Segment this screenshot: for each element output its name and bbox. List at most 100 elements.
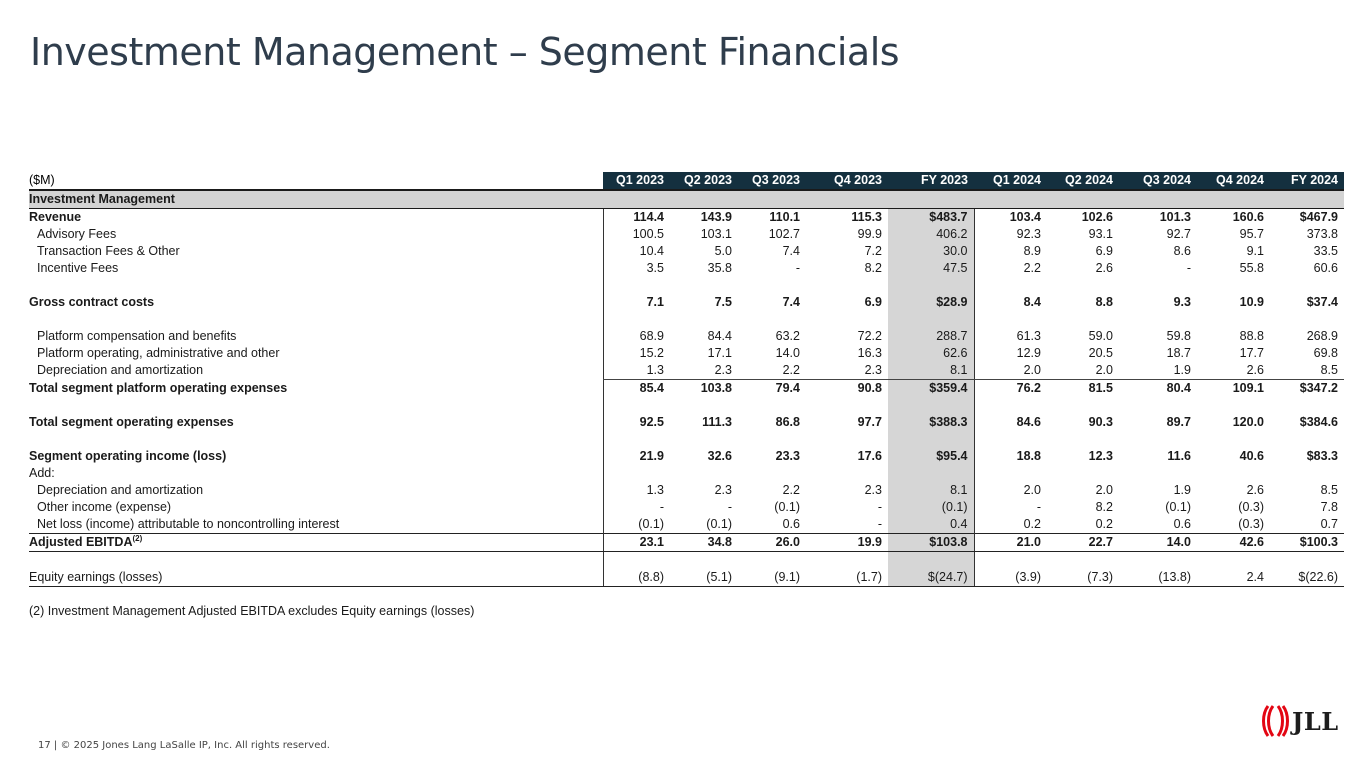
value-cell: 21.9 (602, 448, 670, 465)
value-cell (973, 465, 1047, 482)
units-label: ($M) (29, 172, 603, 190)
table-row-gross: Gross contract costs 7.1 7.5 7.4 6.9 $28.9 8.4… (29, 294, 1344, 311)
value-cell: 92.3 (973, 226, 1047, 243)
empty-cell (670, 552, 738, 570)
empty-cell (1119, 431, 1197, 448)
value-cell: 90.3 (1088, 415, 1113, 429)
value-cell: $384.6 (1299, 415, 1338, 429)
value-cell: 42.6 (1197, 533, 1270, 552)
empty-cell (670, 397, 738, 414)
empty-cell (1270, 397, 1344, 414)
empty-cell (888, 431, 974, 448)
empty-cell (602, 551, 670, 569)
value-cell: 55.8 (1239, 261, 1264, 275)
value-cell: 18.7 (1166, 346, 1191, 360)
value-cell: 102.6 (1081, 210, 1113, 224)
spacer-row (29, 277, 1344, 294)
empty-cell (973, 551, 1047, 569)
value-cell: 84.6 (973, 414, 1047, 431)
value-cell: $103.8 (888, 533, 974, 552)
empty-cell (973, 431, 1047, 448)
row-label-text: Adjusted EBITDA (29, 535, 133, 549)
value-cell: 89.7 (1166, 415, 1191, 429)
empty-cell (1047, 277, 1119, 294)
value-cell: (0.1) (888, 499, 974, 516)
row-label: Net loss (income) attributable to noncon… (29, 516, 603, 534)
value-cell: (0.1) (706, 517, 732, 531)
value-cell: 8.8 (1095, 295, 1113, 309)
value-cell: 7.8 (1320, 500, 1338, 514)
section-header-row: Investment Management (29, 189, 1344, 209)
row-label-text: Equity earnings (losses) (29, 570, 163, 584)
empty-cell (973, 311, 1047, 328)
value-cell: $83.3 (1306, 449, 1338, 463)
row-label: Platform compensation and benefits (29, 328, 603, 345)
value-cell (1270, 465, 1344, 482)
value-cell: 14.0 (1119, 533, 1197, 552)
value-cell: $388.3 (888, 414, 974, 431)
logo-text: JLL (1292, 706, 1339, 736)
empty-cell (670, 431, 738, 448)
value-cell: $347.2 (1299, 381, 1338, 395)
value-cell: (5.1) (670, 569, 738, 587)
empty-cell (602, 311, 670, 328)
value-cell: 79.4 (775, 381, 800, 395)
segment-financials-table: ($M) Q1 2023 Q2 2023 Q3 2023 Q4 2023 FY … (29, 172, 1344, 587)
value-cell: 32.6 (707, 449, 732, 463)
value-cell: 0.4 (888, 516, 974, 534)
value-cell: 9.1 (1246, 244, 1264, 258)
value-cell: (0.3) (1238, 500, 1264, 514)
value-cell: 61.3 (973, 328, 1047, 345)
empty-cell (806, 397, 888, 414)
value-cell: $359.4 (888, 379, 974, 397)
value-cell: 9.3 (1173, 295, 1191, 309)
row-label: Total segment operating expenses (29, 414, 603, 431)
value-cell (888, 465, 974, 482)
value-cell (806, 465, 888, 482)
value-cell: 373.8 (1306, 227, 1338, 241)
value-cell: 0.2 (1095, 517, 1113, 531)
value-cell (738, 465, 806, 482)
value-cell: - (877, 500, 882, 514)
value-cell: 5.0 (714, 244, 732, 258)
value-cell: (0.1) (774, 500, 800, 514)
value-cell: 6.9 (864, 295, 882, 309)
table-row-total-platform: Total segment platform operating expense… (29, 379, 1344, 397)
footer-copyright: 17 | © 2025 Jones Lang LaSalle IP, Inc. … (38, 740, 330, 751)
empty-cell (888, 277, 974, 294)
value-cell (670, 465, 738, 482)
value-cell: 97.7 (857, 415, 882, 429)
value-cell: 120.0 (1232, 415, 1264, 429)
col-header: Q1 2024 (974, 172, 1047, 190)
empty-cell (738, 552, 806, 570)
table-row-total-opex: Total segment operating expenses 92.5 111.… (29, 414, 1344, 431)
col-header: Q4 2023 (806, 172, 888, 190)
value-cell: 18.8 (973, 448, 1047, 465)
row-label: Depreciation and amortization (29, 482, 603, 499)
value-cell: (3.9) (973, 569, 1047, 587)
table-row-add: Add: (29, 465, 1344, 482)
value-cell: 17.1 (707, 346, 732, 360)
jll-logo: JLL (1262, 704, 1339, 738)
value-cell: 40.6 (1239, 449, 1264, 463)
header-row: ($M) Q1 2023 Q2 2023 Q3 2023 Q4 2023 FY … (29, 172, 1344, 190)
empty-cell (670, 311, 738, 328)
row-label: Gross contract costs (29, 294, 603, 311)
table-row-advisory: Advisory Fees 100.5 103.1 102.7 99.9 406.2 92.… (29, 226, 1344, 243)
table-row-ebitda: Adjusted EBITDA(2) 23.1 34.8 26.0 19.9 $103.8… (29, 533, 1344, 552)
table-row-seg-income: Segment operating income (loss) 21.9 32.6 2… (29, 448, 1344, 465)
col-header: Q4 2024 (1197, 172, 1270, 190)
value-cell: 111.3 (702, 415, 732, 429)
empty-cell (806, 431, 888, 448)
value-cell: 86.8 (775, 415, 800, 429)
value-cell: 0.7 (1320, 517, 1338, 531)
empty-cell (1270, 277, 1344, 294)
row-label: Adjusted EBITDA(2) (29, 533, 603, 552)
value-cell: 68.9 (602, 328, 670, 345)
empty-cell (738, 397, 806, 414)
empty-cell (1197, 552, 1270, 570)
section-label: Investment Management (29, 189, 1344, 209)
value-cell: 12.9 (973, 345, 1047, 362)
value-cell: 19.9 (806, 533, 888, 552)
value-cell: 2.3 (670, 362, 738, 380)
